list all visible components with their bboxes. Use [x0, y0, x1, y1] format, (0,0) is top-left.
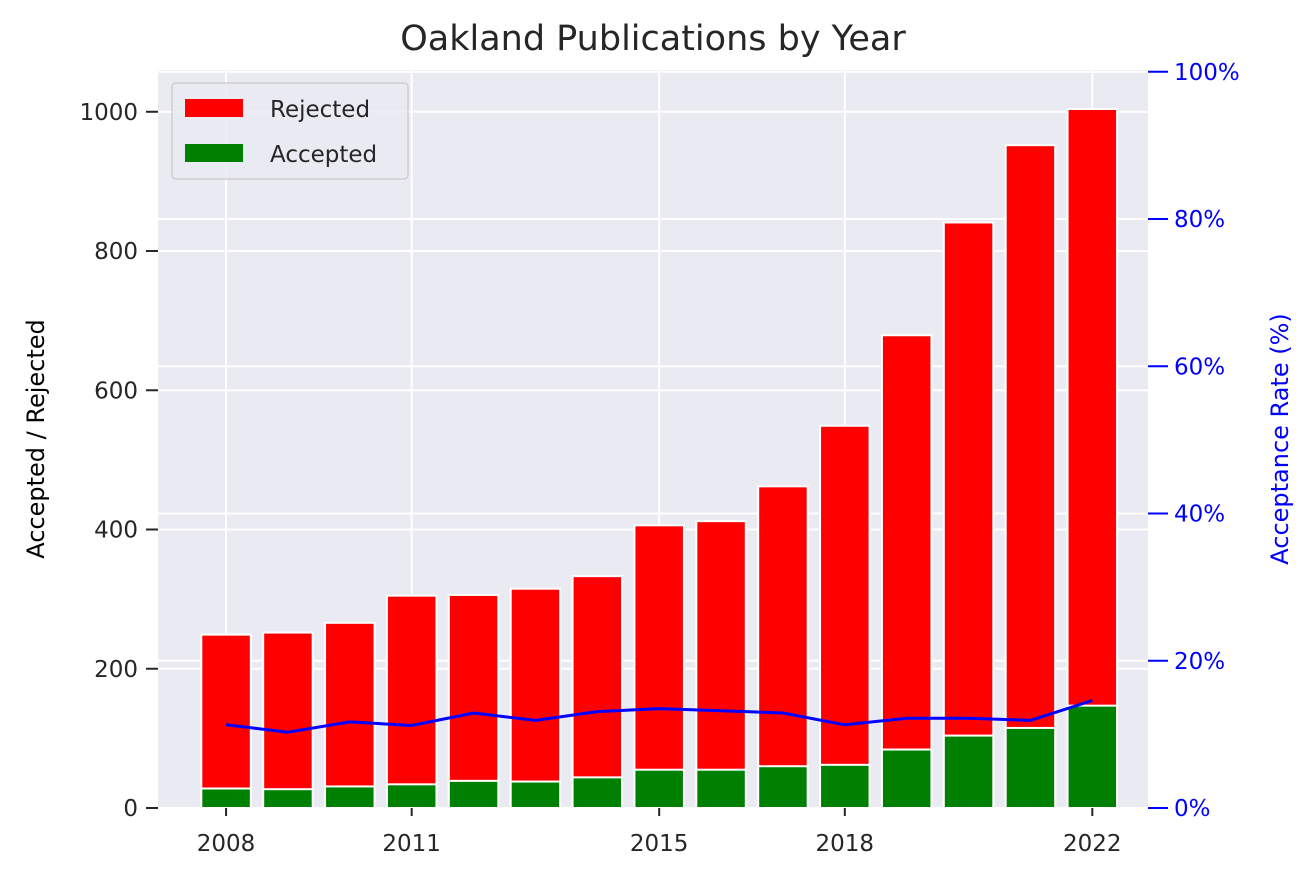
bar-rejected-2021 [1004, 144, 1057, 810]
bar-accepted-2014 [571, 776, 624, 809]
bar-accepted-2009 [262, 788, 314, 810]
left-axis: 0 200 400 600 800 1000 [79, 100, 158, 822]
x-tick-label-2011: 2011 [382, 831, 441, 857]
x-axis: 2008 2011 2015 2018 2022 [197, 808, 1122, 857]
bar-rejected-2013 [509, 587, 562, 809]
bar-rejected-2019 [880, 334, 933, 809]
x-tick-label-2008: 2008 [197, 831, 256, 857]
bar-rejected-2010 [324, 621, 376, 809]
bar-accepted-2017 [757, 765, 809, 810]
x-tick-label-2018: 2018 [816, 831, 875, 857]
legend: Rejected Accepted [171, 82, 409, 180]
legend-swatch-rejected [185, 99, 243, 117]
bar-rejected-2012 [447, 593, 500, 809]
bar-rejected-2011 [385, 594, 438, 809]
bar-rejected-2016 [695, 520, 747, 809]
bar-accepted-2016 [695, 768, 747, 809]
chart-title: Oakland Publications by Year [400, 19, 906, 59]
bar-rejected-2018 [819, 424, 871, 809]
y-tick-label-800: 800 [94, 239, 138, 265]
bar-layer [200, 107, 1119, 810]
bar-accepted-2010 [324, 785, 376, 810]
x-tick-label-2022: 2022 [1063, 831, 1122, 857]
bar-rejected-2017 [757, 485, 809, 809]
legend-label-accepted: Accepted [270, 142, 377, 168]
bar-accepted-2011 [385, 783, 438, 810]
y-right-tick-label-80: 80% [1174, 207, 1225, 233]
y-tick-label-600: 600 [94, 378, 138, 404]
right-axis: 0% 20% 40% 60% 80% 100% [1148, 60, 1240, 822]
y-right-tick-label-0: 0% [1174, 796, 1211, 822]
bar-accepted-2015 [633, 768, 685, 809]
bar-rejected-2014 [571, 575, 624, 810]
y-tick-label-400: 400 [94, 518, 138, 544]
line-layer [225, 699, 1093, 734]
y-right-tick-label-20: 20% [1174, 649, 1225, 675]
y-right-tick-label-60: 60% [1174, 354, 1225, 380]
bar-accepted-2012 [447, 779, 500, 809]
x-tick-label-2015: 2015 [630, 831, 689, 857]
acceptance-rate-line [225, 699, 1093, 734]
y-tick-label-0: 0 [123, 796, 138, 822]
legend-label-rejected: Rejected [270, 97, 370, 123]
y-tick-label-1000: 1000 [79, 100, 138, 126]
legend-swatch-accepted [185, 144, 243, 162]
bar-rejected-2008 [200, 633, 252, 810]
bar-accepted-2022 [1066, 704, 1119, 810]
y-axis-label: Accepted / Rejected [22, 319, 50, 559]
bar-accepted-2008 [200, 787, 252, 810]
y-tick-label-200: 200 [94, 657, 138, 683]
y-right-tick-label-100: 100% [1174, 60, 1240, 86]
bar-accepted-2019 [880, 748, 933, 809]
bar-accepted-2013 [509, 780, 562, 809]
bar-accepted-2018 [819, 763, 871, 810]
bar-rejected-2015 [633, 524, 685, 810]
y-right-tick-label-40: 40% [1174, 502, 1225, 528]
bar-accepted-2020 [942, 734, 995, 810]
y-axis-right-label: Acceptance Rate (%) [1266, 313, 1294, 565]
bar-accepted-2021 [1004, 726, 1057, 809]
bar-rejected-2022 [1066, 107, 1119, 809]
bar-rejected-2020 [942, 221, 995, 810]
bar-rejected-2009 [262, 631, 314, 810]
